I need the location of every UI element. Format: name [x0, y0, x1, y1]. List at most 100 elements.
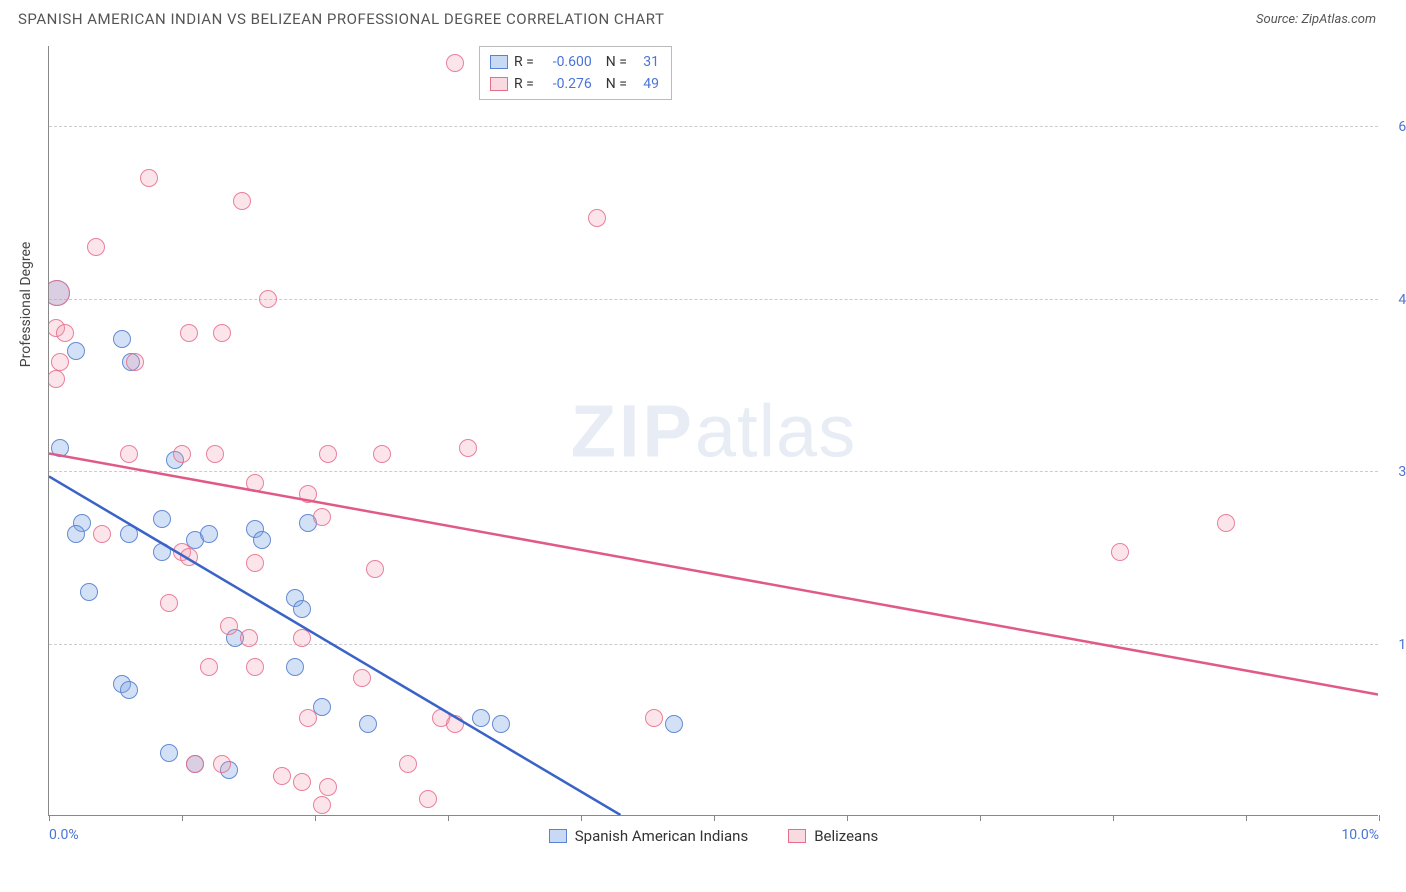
legend-item: Spanish American Indians [549, 827, 748, 845]
data-point [286, 658, 304, 676]
legend-label: Spanish American Indians [575, 827, 748, 845]
data-point [293, 600, 311, 618]
data-point [160, 594, 178, 612]
data-point [206, 445, 224, 463]
r-value: -0.600 [540, 51, 592, 73]
data-point [359, 715, 377, 733]
data-point [299, 485, 317, 503]
data-point [153, 543, 171, 561]
data-point [399, 755, 417, 773]
legend-label: Belizeans [814, 827, 878, 845]
data-point [80, 583, 98, 601]
data-point [67, 525, 85, 543]
data-point [56, 324, 74, 342]
data-point [51, 353, 69, 371]
data-point [259, 290, 277, 308]
data-point [213, 324, 231, 342]
data-point [87, 238, 105, 256]
y-tick-label: 1.5% [1384, 637, 1406, 653]
data-point [240, 629, 258, 647]
data-point [273, 767, 291, 785]
data-point [180, 548, 198, 566]
data-point [213, 755, 231, 773]
data-point [246, 554, 264, 572]
data-point [319, 778, 337, 796]
data-point [665, 715, 683, 733]
legend-item: Belizeans [788, 827, 878, 845]
data-point [313, 796, 331, 814]
x-tick [182, 815, 183, 821]
data-point [233, 192, 251, 210]
data-point [492, 715, 510, 733]
data-point [588, 209, 606, 227]
data-point [93, 525, 111, 543]
series-swatch [490, 55, 508, 69]
data-point [126, 353, 144, 371]
data-point [366, 560, 384, 578]
data-point [246, 474, 264, 492]
data-point [200, 525, 218, 543]
r-value: -0.276 [540, 73, 592, 95]
n-value: 31 [633, 51, 659, 73]
data-point [246, 658, 264, 676]
data-point [353, 669, 371, 687]
x-tick [847, 815, 848, 821]
x-tick [448, 815, 449, 821]
n-label: N = [606, 51, 627, 73]
data-point [446, 54, 464, 72]
data-point [49, 280, 70, 306]
r-label: R = [514, 73, 534, 95]
data-point [153, 510, 171, 528]
x-tick [581, 815, 582, 821]
n-label: N = [606, 73, 627, 95]
data-point [446, 715, 464, 733]
legend-swatch [788, 829, 806, 843]
x-tick [49, 815, 50, 821]
data-point [51, 439, 69, 457]
chart-title: SPANISH AMERICAN INDIAN VS BELIZEAN PROF… [18, 10, 664, 28]
data-point [472, 709, 490, 727]
data-point [67, 342, 85, 360]
y-tick-label: 3.0% [1384, 464, 1406, 480]
data-point [113, 330, 131, 348]
data-point [293, 773, 311, 791]
stats-row: R = -0.600 N = 31 [490, 51, 659, 73]
data-point [313, 508, 331, 526]
data-point [293, 629, 311, 647]
data-point [220, 617, 238, 635]
data-point [120, 525, 138, 543]
x-tick [980, 815, 981, 821]
source-attribution: Source: ZipAtlas.com [1256, 12, 1376, 27]
stats-row: R = -0.276 N = 49 [490, 73, 659, 95]
data-point [120, 681, 138, 699]
data-point [180, 324, 198, 342]
data-point [319, 445, 337, 463]
n-value: 49 [633, 73, 659, 95]
y-axis-label: Professional Degree [18, 242, 34, 368]
data-point [186, 755, 204, 773]
data-point [1111, 543, 1129, 561]
legend-swatch [549, 829, 567, 843]
x-tick [1113, 815, 1114, 821]
chart-legend: Spanish American Indians Belizeans [49, 827, 1378, 845]
data-point [173, 445, 191, 463]
chart-plot-area: ZIPatlas 1.5%3.0%4.5%6.0% 0.0%10.0% R =-… [48, 46, 1378, 816]
x-tick [315, 815, 316, 821]
x-tick [1246, 815, 1247, 821]
data-point [200, 658, 218, 676]
x-tick [1379, 815, 1380, 821]
data-point [160, 744, 178, 762]
r-label: R = [514, 51, 534, 73]
data-point [459, 439, 477, 457]
data-point [1217, 514, 1235, 532]
y-tick-label: 6.0% [1384, 119, 1406, 135]
series-swatch [490, 77, 508, 91]
scatter-points [49, 46, 1378, 815]
correlation-stats-box: R = -0.600 N = 31 R = -0.276 N = 49 [479, 46, 672, 100]
data-point [299, 709, 317, 727]
data-point [140, 169, 158, 187]
chart-header: SPANISH AMERICAN INDIAN VS BELIZEAN PROF… [0, 0, 1406, 34]
data-point [253, 531, 271, 549]
data-point [373, 445, 391, 463]
data-point [419, 790, 437, 808]
